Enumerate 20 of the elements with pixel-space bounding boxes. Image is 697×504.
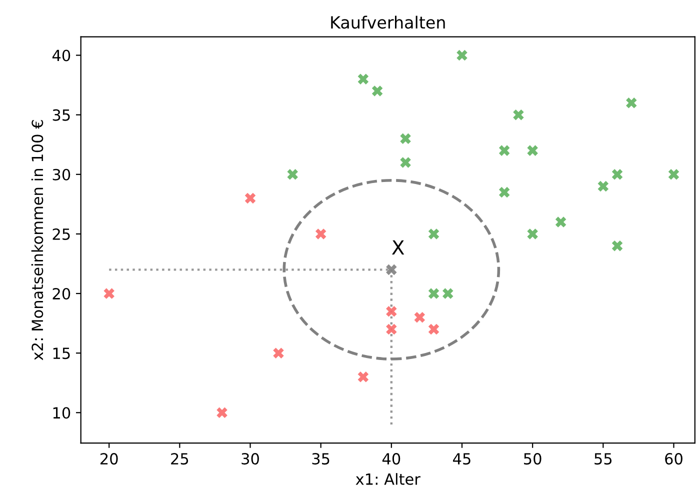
x-tick-label: 30 [242, 453, 259, 465]
x-tick-label: 40 [382, 453, 400, 465]
x-tick-label: 20 [100, 453, 118, 465]
chart-title: Kaufverhalten [331, 16, 445, 29]
y-tick-label: 30 [52, 168, 70, 180]
x-tick-label: 50 [524, 453, 542, 465]
x-tick-label: 45 [453, 453, 470, 465]
x-tick-label: 25 [171, 453, 188, 465]
x-tick-label: 55 [594, 453, 612, 465]
y-axis-title: x2: Monatseinkommen in 100 € [31, 120, 44, 360]
y-tick-label: 10 [53, 407, 70, 419]
y-tick-label: 40 [52, 50, 70, 62]
y-tick-label: 20 [52, 288, 70, 300]
annotation: X [392, 240, 404, 255]
y-tick-label: 35 [52, 109, 70, 121]
x-axis-title: x1: Alter [356, 473, 420, 485]
x-tick-label: 35 [312, 453, 330, 465]
x-tick-label: 60 [665, 453, 682, 465]
y-tick-label: 15 [53, 348, 70, 360]
y-tick-label: 25 [52, 228, 70, 240]
